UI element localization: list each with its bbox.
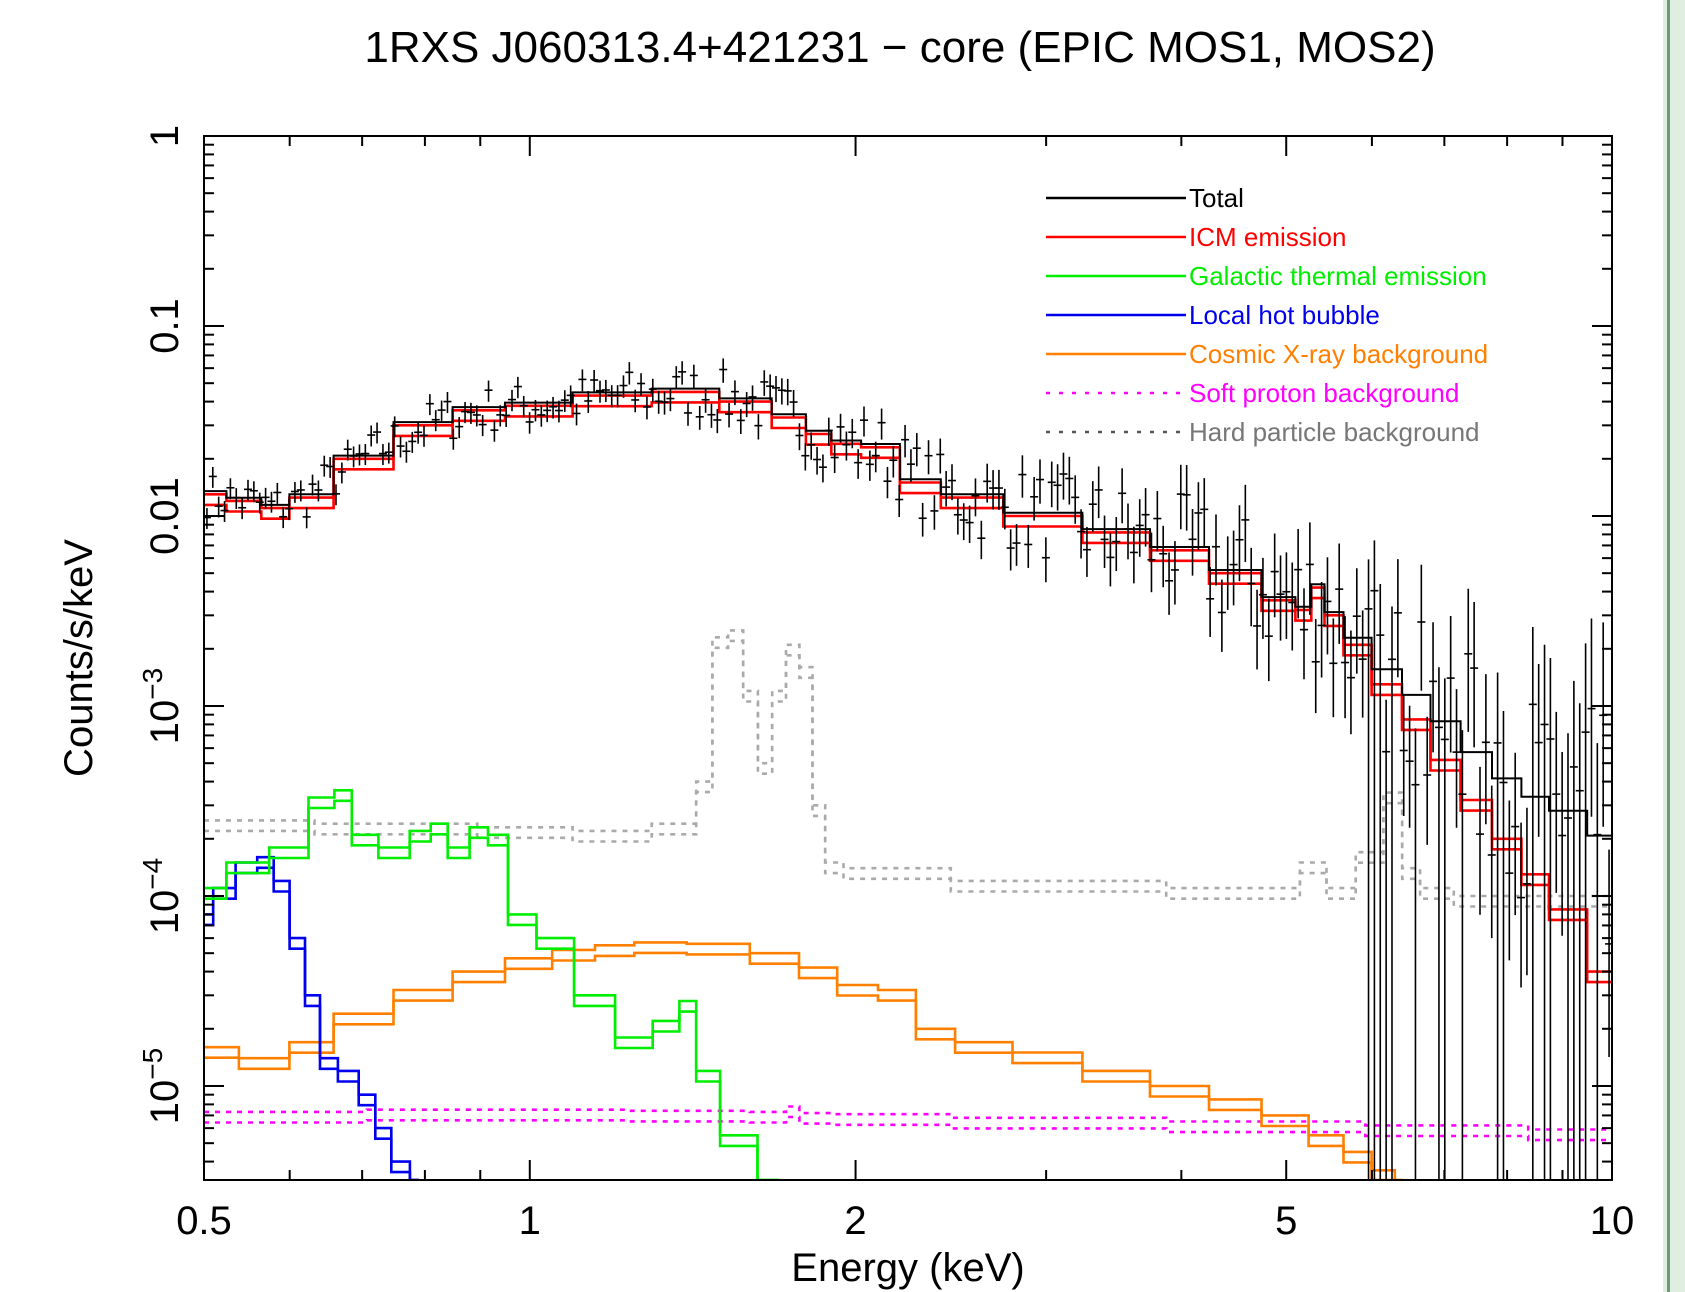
legend-label-soft-proton-background: Soft proton background <box>1189 378 1459 408</box>
page-edge-line <box>1667 0 1670 1292</box>
series-soft-proton-background-curve-1 <box>204 1105 1612 1131</box>
series-layer <box>204 387 1612 1180</box>
x-tick-label: 10 <box>1590 1199 1635 1243</box>
legend-label-total: Total <box>1189 183 1244 213</box>
legend-label-icm-emission: ICM emission <box>1189 222 1346 252</box>
series-hard-particle-background-curve-1 <box>204 629 1612 898</box>
y-tick-label: 0.01 <box>143 477 187 555</box>
legend-label-hard-particle-background: Hard particle background <box>1189 417 1480 447</box>
y-tick-label: 10−4 <box>137 858 187 934</box>
legend-label-galactic-thermal-emission: Galactic thermal emission <box>1189 261 1487 291</box>
y-tick-label: 10−5 <box>137 1048 187 1124</box>
y-tick-label: 0.1 <box>143 298 187 354</box>
legend: Total ICM emission Galactic thermal emissi… <box>1046 183 1488 447</box>
series-soft-proton-background-curve-2 <box>204 1115 1612 1142</box>
series-local-hot-bubble-curve-1 <box>204 855 419 1180</box>
y-tick-label: 10−3 <box>137 668 187 744</box>
plot-frame <box>203 135 1613 1181</box>
series-total-curve <box>204 387 1612 837</box>
legend-label-cosmic-x-ray-background: Cosmic X-ray background <box>1189 339 1488 369</box>
series-galactic-thermal-emission-curve-1 <box>204 789 780 1180</box>
chart-title: 1RXS J060313.4+421231 − core (EPIC MOS1,… <box>364 23 1435 72</box>
y-axis-label: Counts/s/keV <box>57 539 101 777</box>
total-data-points <box>204 358 1612 1180</box>
series-galactic-thermal-emission-curve-2 <box>204 799 780 1180</box>
x-tick-label: 2 <box>844 1199 866 1243</box>
legend-label-local-hot-bubble: Local hot bubble <box>1189 300 1380 330</box>
series-hard-particle-background-curve-2 <box>204 639 1612 908</box>
x-tick-label: 1 <box>519 1199 541 1243</box>
x-tick-label: 5 <box>1275 1199 1297 1243</box>
x-tick-label: 0.5 <box>176 1199 232 1243</box>
series-cosmic-x-ray-background-curve-1 <box>204 941 1403 1180</box>
series-cosmic-x-ray-background-curve-2 <box>204 951 1403 1180</box>
x-axis-label: Energy (keV) <box>791 1246 1024 1290</box>
y-axis-ticks: 1 0.1 0.01 10−3 10−4 10−5 <box>137 125 1612 1163</box>
x-axis-ticks: 0.5 1 2 5 10 <box>176 136 1634 1243</box>
y-tick-label: 1 <box>143 125 187 147</box>
